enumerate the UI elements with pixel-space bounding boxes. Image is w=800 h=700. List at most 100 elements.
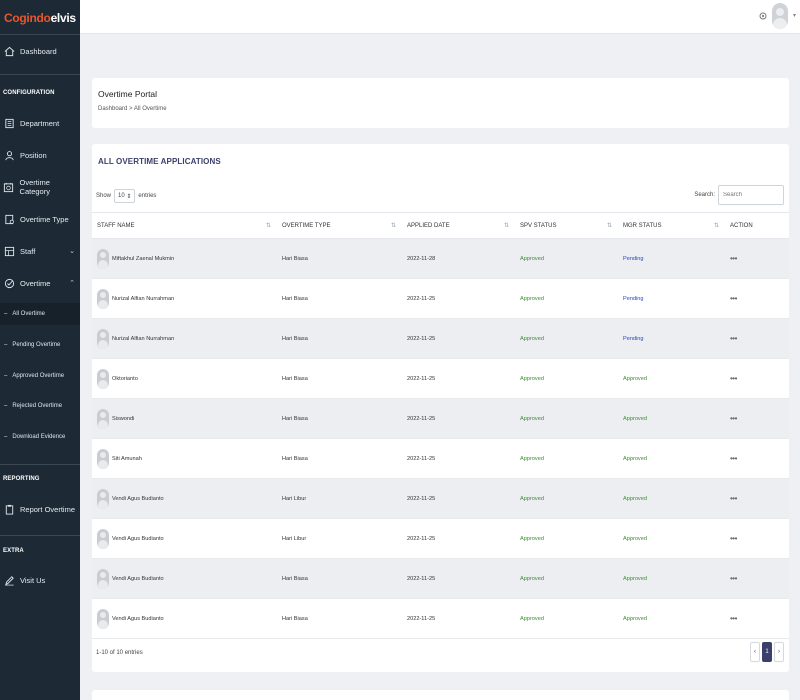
brand-part1: Cogindo xyxy=(4,11,51,25)
pagination-page[interactable]: 1 xyxy=(762,642,772,662)
sidebar-item-label: Dashboard xyxy=(20,46,57,56)
entries-length-control: Show 10 ⇕ entries xyxy=(96,189,156,203)
chevron-down-icon: ⌄ xyxy=(69,248,75,255)
sort-icon: ⇅ xyxy=(606,223,612,229)
chevron-down-icon[interactable]: ▾ xyxy=(792,13,796,19)
grid-icon xyxy=(3,245,15,257)
cell-mgr-status: Approved xyxy=(618,358,725,399)
more-actions-icon[interactable]: ••• xyxy=(730,534,737,543)
pen-icon xyxy=(3,574,15,586)
sidebar-item-label: Overtime Type xyxy=(20,214,69,224)
table-row: Vendi Agus Budianto Hari Biasa 2022-11-25 A… xyxy=(92,598,789,639)
search-input[interactable] xyxy=(718,185,784,205)
cell-overtime-type: Hari Biasa xyxy=(277,358,402,399)
sidebar-subitem-pending-overtime[interactable]: – Pending Overtime xyxy=(4,342,61,348)
table-row: Miftakhul Zaenal Mukmin Hari Biasa 2022-11… xyxy=(92,238,789,279)
gear-icon[interactable] xyxy=(758,11,768,21)
col-header-mgr-status[interactable]: MGR STATUS ⇅ xyxy=(618,212,725,239)
divider xyxy=(0,535,80,536)
cell-applied-date: 2022-11-25 xyxy=(402,358,515,399)
sort-icon: ⇅ xyxy=(503,223,509,229)
cell-mgr-status: Approved xyxy=(618,438,725,479)
table-header-row: STAFF NAME ⇅ OVERTIME TYPE ⇅ APPLIED DATE ⇅… xyxy=(92,212,789,239)
cell-mgr-status: Pending xyxy=(618,278,725,319)
cell-spv-status: Approved xyxy=(515,278,618,319)
sidebar-item-visit-us[interactable]: Visit Us xyxy=(0,565,80,595)
sidebar-subitem-label: Approved Overtime xyxy=(12,373,65,379)
cell-applied-date: 2022-11-25 xyxy=(402,318,515,359)
sidebar-item-label: Report Overtime xyxy=(20,504,76,514)
more-actions-icon[interactable]: ••• xyxy=(730,614,737,623)
more-actions-icon[interactable]: ••• xyxy=(730,574,737,583)
cell-mgr-status: Approved xyxy=(618,598,725,639)
cell-mgr-status: Pending xyxy=(618,318,725,359)
check-circle-icon xyxy=(3,277,15,289)
sidebar-item-position[interactable]: Position xyxy=(0,140,80,170)
table-row: Vendi Agus Budianto Hari Libur 2022-11-25 A… xyxy=(92,478,789,519)
cell-mgr-status: Approved xyxy=(618,518,725,559)
document-icon xyxy=(3,213,15,225)
entries-select[interactable]: 10 ⇕ xyxy=(114,189,136,203)
sidebar-item-label: Staff xyxy=(20,246,36,256)
avatar xyxy=(97,528,109,549)
sort-icon: ⇅ xyxy=(265,223,271,229)
more-actions-icon[interactable]: ••• xyxy=(730,374,737,383)
more-actions-icon[interactable]: ••• xyxy=(730,414,737,423)
sidebar-item-label: Position xyxy=(20,150,47,160)
sidebar-item-overtime-category[interactable]: Overtime Category xyxy=(0,172,80,202)
sidebar-subitem-rejected-overtime[interactable]: – Rejected Overtime xyxy=(4,403,63,409)
cell-spv-status: Approved xyxy=(515,598,618,639)
more-actions-icon[interactable]: ••• xyxy=(730,254,737,263)
breadcrumb[interactable]: Dashboard > All Overtime xyxy=(98,106,167,112)
cell-staff-name: Vendi Agus Budianto xyxy=(92,598,277,639)
cell-applied-date: 2022-11-25 xyxy=(402,558,515,599)
col-header-staff-name[interactable]: STAFF NAME ⇅ xyxy=(92,212,277,239)
sidebar-item-dashboard[interactable]: Dashboard xyxy=(0,36,80,66)
sidebar-subitem-download-evidence[interactable]: – Download Evidence xyxy=(4,434,66,440)
col-header-applied-date[interactable]: APPLIED DATE ⇅ xyxy=(402,212,515,239)
cell-applied-date: 2022-11-25 xyxy=(402,518,515,559)
sidebar-item-staff[interactable]: Staff ⌄ xyxy=(0,236,80,266)
section-configuration: CONFIGURATION xyxy=(3,90,55,96)
cell-overtime-type: Hari Biasa xyxy=(277,558,402,599)
cell-action: ••• xyxy=(725,518,789,559)
cell-mgr-status: Approved xyxy=(618,558,725,599)
cell-overtime-type: Hari Biasa xyxy=(277,598,402,639)
sidebar-subitem-approved-overtime[interactable]: – Approved Overtime xyxy=(4,373,65,379)
table-row: Siswondi Hari Biasa 2022-11-25 Approved Appr… xyxy=(92,398,789,439)
pagination-prev[interactable]: ‹ xyxy=(750,642,760,662)
sort-icon: ⇅ xyxy=(390,223,396,229)
avatar[interactable] xyxy=(772,3,788,29)
sidebar-subitem-label: Rejected Overtime xyxy=(12,403,63,409)
chevron-up-icon: ⌃ xyxy=(69,280,75,287)
cell-applied-date: 2022-11-25 xyxy=(402,278,515,319)
sidebar-item-overtime[interactable]: Overtime ⌃ xyxy=(0,268,80,298)
more-actions-icon[interactable]: ••• xyxy=(730,494,737,503)
table-row: Vendi Agus Budianto Hari Biasa 2022-11-25 A… xyxy=(92,558,789,599)
pagination-next[interactable]: › xyxy=(774,642,784,662)
avatar xyxy=(97,248,109,269)
table-row: Oktorianto Hari Biasa 2022-11-25 Approved Ap… xyxy=(92,358,789,399)
sidebar-item-report-overtime[interactable]: Report Overtime xyxy=(0,494,80,524)
more-actions-icon[interactable]: ••• xyxy=(730,334,737,343)
search-control: Search: xyxy=(694,185,784,205)
col-header-action: ACTION xyxy=(725,212,789,239)
cell-staff-name: Vendi Agus Budianto xyxy=(92,518,277,559)
cell-applied-date: 2022-11-25 xyxy=(402,478,515,519)
sidebar-item-department[interactable]: Department xyxy=(0,108,80,138)
sidebar-item-overtime-type[interactable]: Overtime Type xyxy=(0,204,80,234)
avatar xyxy=(97,368,109,389)
more-actions-icon[interactable]: ••• xyxy=(730,294,737,303)
cell-action: ••• xyxy=(725,398,789,439)
col-header-overtime-type[interactable]: OVERTIME TYPE ⇅ xyxy=(277,212,402,239)
topbar: ▾ xyxy=(80,0,800,34)
sidebar-subitem-all-overtime[interactable]: – All Overtime xyxy=(0,303,80,325)
divider xyxy=(0,34,80,35)
sidebar-item-label: Department xyxy=(20,118,60,128)
table-row: Vendi Agus Budianto Hari Libur 2022-11-25 A… xyxy=(92,518,789,559)
cell-overtime-type: Hari Biasa xyxy=(277,278,402,319)
cell-staff-name: Siti Amunah xyxy=(92,438,277,479)
brand-logo[interactable]: Cogindo elvis xyxy=(0,0,80,36)
col-header-spv-status[interactable]: SPV STATUS ⇅ xyxy=(515,212,618,239)
more-actions-icon[interactable]: ••• xyxy=(730,454,737,463)
